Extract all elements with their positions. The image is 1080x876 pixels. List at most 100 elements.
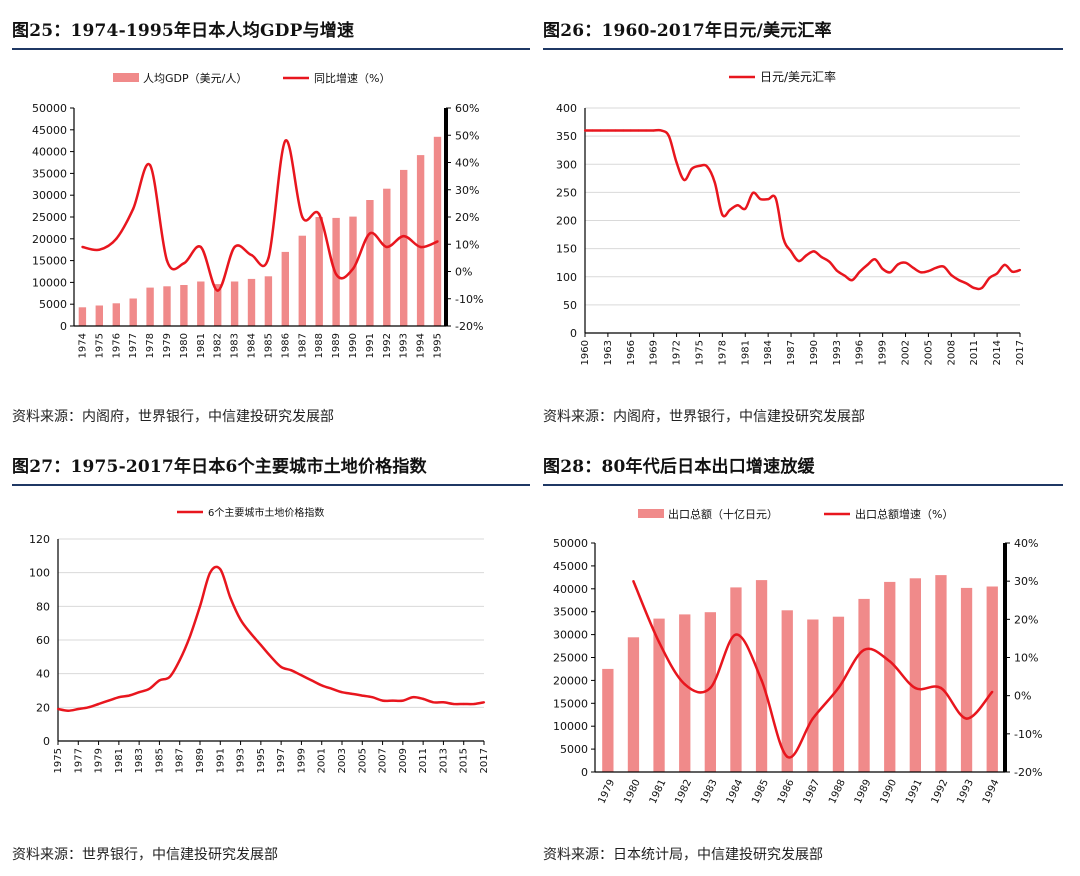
growth-rate-point bbox=[632, 580, 635, 583]
bar-1981 bbox=[653, 618, 665, 772]
growth-rate-point bbox=[267, 256, 270, 260]
right-y-tick-label: 60% bbox=[455, 102, 479, 115]
growth-rate-point bbox=[318, 213, 321, 216]
series-point bbox=[381, 699, 384, 702]
series-point bbox=[229, 596, 232, 599]
series-point bbox=[178, 659, 181, 662]
bar-1994 bbox=[986, 586, 998, 772]
series-point bbox=[107, 699, 110, 702]
x-tick-label: 1993 bbox=[399, 333, 410, 358]
x-tick-label: 1990 bbox=[809, 340, 820, 365]
x-tick-label: 1999 bbox=[878, 340, 889, 365]
x-tick-label: 1990 bbox=[878, 778, 899, 806]
series-point bbox=[320, 684, 323, 687]
growth-rate-point bbox=[811, 717, 814, 720]
figure-25-chart: 人均GDP（美元/人） 同比增速（%） 0 5000 10000 15000 20000 25… bbox=[32, 71, 483, 358]
x-tick-label: 1987 bbox=[297, 333, 308, 358]
series-point bbox=[168, 675, 171, 679]
x-tick-label: 1994 bbox=[981, 778, 1002, 806]
bar-1993 bbox=[400, 169, 408, 326]
bar-1980 bbox=[627, 637, 640, 772]
figure-25-source: 资料来源：内阁府，世界银行，中信建投研究发展部 bbox=[12, 409, 334, 425]
series-point bbox=[889, 271, 892, 274]
series-point bbox=[249, 632, 252, 635]
series-point bbox=[652, 129, 655, 132]
legend-bar-swatch bbox=[113, 73, 139, 82]
series-point bbox=[432, 701, 435, 704]
y-tick-label: 40 bbox=[36, 668, 50, 681]
x-tick-label: 1988 bbox=[827, 778, 848, 806]
x-tick-label: 1997 bbox=[276, 748, 287, 773]
series-point bbox=[361, 694, 364, 697]
bar-1987 bbox=[298, 235, 306, 326]
bar-1991 bbox=[366, 200, 374, 326]
x-tick-label: 1974 bbox=[77, 333, 88, 358]
series-point bbox=[401, 699, 404, 702]
left-y-tick-label: 5000 bbox=[39, 298, 67, 311]
figure-26-title-rule bbox=[543, 48, 1063, 50]
series-point bbox=[583, 129, 587, 132]
x-tick-label: 1960 bbox=[580, 340, 591, 365]
x-tick-label: 1987 bbox=[175, 748, 186, 773]
y-tick-label: 100 bbox=[556, 271, 577, 284]
x-tick-label: 1986 bbox=[280, 333, 291, 358]
growth-rate-point bbox=[301, 215, 304, 219]
legend-line-label: 出口总额增速（%） bbox=[855, 507, 953, 521]
series-point bbox=[117, 696, 120, 699]
figure-28-panel: 图28：80年代后日本出口增速放缓 出口总额（十亿日元） 出口总额增速（%） 0 50… bbox=[543, 440, 1068, 876]
x-tick-label: 2003 bbox=[337, 748, 348, 773]
series-point bbox=[866, 263, 869, 266]
bar-1979 bbox=[602, 668, 614, 772]
bar-1978 bbox=[146, 287, 154, 326]
series-point bbox=[188, 635, 191, 638]
series-point bbox=[340, 691, 344, 694]
growth-rate-point bbox=[216, 289, 219, 292]
series-point bbox=[280, 665, 283, 668]
figure-26-title: 图26：1960-2017年日元/美元汇率 bbox=[543, 21, 832, 41]
series-point bbox=[482, 701, 486, 704]
growth-rate-point bbox=[657, 641, 661, 644]
series-point bbox=[1018, 268, 1022, 272]
x-tick-label: 1984 bbox=[763, 340, 774, 365]
series-point bbox=[209, 571, 212, 574]
series-point bbox=[713, 181, 716, 184]
bar-1992 bbox=[935, 575, 947, 772]
series-point bbox=[599, 129, 602, 132]
left-y-tick-label: 40000 bbox=[32, 146, 67, 159]
y-tick-label: 200 bbox=[556, 215, 577, 228]
series-point bbox=[56, 707, 60, 711]
figure-27-title: 图27：1975-2017年日本6个主要城市土地价格指数 bbox=[12, 457, 427, 477]
bar-1989 bbox=[858, 598, 870, 772]
bar-1975 bbox=[95, 305, 103, 326]
growth-rate-point bbox=[284, 139, 287, 142]
left-y-tick-label: 10000 bbox=[32, 276, 67, 289]
bar-1977 bbox=[129, 298, 137, 326]
right-y-tick-label: 40% bbox=[1014, 537, 1038, 550]
x-tick-label: 1987 bbox=[786, 340, 797, 365]
growth-rate-point bbox=[436, 240, 439, 243]
series-point bbox=[973, 286, 976, 290]
series-point bbox=[148, 687, 151, 690]
y-tick-label: 0 bbox=[43, 735, 50, 748]
bar-1983 bbox=[704, 612, 716, 772]
growth-rate-point bbox=[991, 690, 994, 694]
left-y-tick-label: 15000 bbox=[553, 697, 588, 710]
bar-1992 bbox=[383, 188, 391, 326]
series-point bbox=[391, 699, 394, 702]
x-tick-label: 1979 bbox=[597, 778, 618, 806]
series-point bbox=[660, 129, 663, 132]
growth-rate-point bbox=[862, 648, 866, 652]
x-tick-label: 1981 bbox=[740, 340, 751, 365]
x-tick-label: 1979 bbox=[162, 333, 173, 358]
legend-bar-swatch bbox=[638, 509, 664, 518]
series-point bbox=[996, 272, 999, 275]
x-tick-label: 1989 bbox=[331, 333, 342, 358]
x-tick-label: 1984 bbox=[725, 778, 746, 806]
series-point bbox=[472, 702, 475, 706]
x-tick-label: 1984 bbox=[247, 333, 258, 358]
series-point bbox=[97, 702, 100, 706]
x-tick-label: 2002 bbox=[901, 340, 912, 365]
left-y-tick-label: 50000 bbox=[32, 102, 67, 115]
growth-rate-point bbox=[351, 267, 355, 270]
left-y-tick-label: 20000 bbox=[553, 674, 588, 687]
